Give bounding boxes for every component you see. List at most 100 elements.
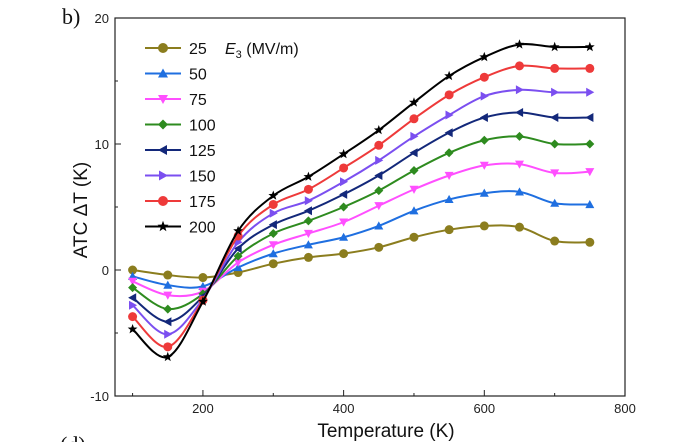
data-point (128, 283, 138, 293)
legend-item-150: 150 (145, 169, 216, 186)
legend-marker (158, 43, 168, 53)
legend-item-175: 175 (145, 194, 216, 211)
data-point (479, 72, 489, 82)
next-panel-label: (d) (60, 432, 86, 442)
data-point (374, 202, 384, 211)
data-point (374, 186, 384, 196)
data-point (338, 148, 349, 159)
x-tick-label: 200 (192, 401, 214, 416)
data-point (409, 114, 419, 124)
data-point (444, 194, 454, 203)
y-tick-label: 0 (102, 263, 109, 278)
data-point (303, 216, 313, 226)
data-point (585, 237, 595, 247)
data-point (268, 199, 278, 209)
data-point (409, 97, 419, 107)
data-point (163, 280, 173, 289)
data-point (444, 90, 454, 100)
data-point (409, 166, 419, 175)
legend-item-50: 50 (145, 67, 207, 84)
data-point (339, 163, 349, 173)
legend-label: 25 (189, 41, 207, 58)
data-point (480, 91, 489, 101)
data-point (233, 258, 243, 267)
data-point (233, 244, 242, 254)
data-point (409, 185, 419, 194)
data-point (479, 51, 490, 62)
data-point (374, 140, 384, 150)
legend-title: E3 (MV/m) (225, 41, 299, 61)
x-tick-label: 400 (333, 401, 355, 416)
data-point (585, 113, 594, 122)
legend-item-100: 100 (145, 118, 216, 135)
data-point (268, 190, 279, 200)
data-point (479, 221, 489, 231)
series-175 (128, 61, 595, 352)
series-100 (128, 131, 595, 314)
legend: 25 50 75 100 125 150 175 200 E3 (MV/m) (145, 41, 299, 237)
legend-label: 200 (189, 220, 216, 237)
legend-marker (158, 119, 168, 130)
data-point (550, 139, 560, 149)
series-75 (128, 160, 595, 300)
data-point (514, 39, 525, 49)
data-point (550, 113, 559, 122)
data-point (303, 184, 313, 194)
legend-item-25: 25 (145, 41, 207, 58)
legend-marker (159, 170, 168, 181)
data-point (479, 161, 489, 170)
data-point (339, 189, 348, 199)
data-point (304, 196, 313, 206)
data-point (163, 270, 173, 280)
data-point (128, 265, 138, 275)
series-50 (128, 187, 595, 290)
data-point (550, 198, 560, 207)
data-point (409, 148, 418, 158)
data-point (303, 171, 314, 181)
y-axis-label: ATC ΔT (K) (71, 162, 92, 258)
data-point (374, 171, 383, 180)
data-point (585, 63, 595, 73)
data-point (550, 236, 560, 246)
y-tick-label: -10 (90, 389, 109, 404)
data-point (444, 171, 454, 180)
data-point (515, 160, 524, 169)
legend-marker (158, 145, 167, 155)
y-tick-label: 10 (95, 137, 109, 152)
legend-label: 175 (189, 194, 216, 211)
data-point (549, 41, 560, 52)
data-point (233, 251, 243, 261)
series-200 (127, 39, 595, 362)
x-tick-label: 800 (614, 401, 636, 416)
data-point (584, 41, 595, 52)
data-point (163, 291, 173, 300)
data-point (128, 312, 138, 322)
data-point (515, 85, 524, 95)
data-point (303, 229, 313, 238)
panel-label: b) (62, 4, 80, 29)
data-point (198, 273, 208, 283)
data-point (514, 61, 524, 71)
legend-item-75: 75 (145, 92, 207, 109)
data-point (375, 155, 384, 165)
data-point (444, 225, 454, 235)
data-point (340, 177, 349, 187)
data-point (339, 249, 349, 259)
data-point (303, 206, 312, 216)
legend-label: 75 (189, 92, 207, 109)
data-point (163, 342, 173, 352)
data-point (409, 206, 419, 215)
data-point (586, 87, 595, 97)
data-point (268, 249, 278, 258)
data-point (303, 240, 313, 249)
data-point (268, 259, 278, 269)
data-point (268, 241, 278, 250)
data-point (268, 220, 277, 230)
data-point (163, 304, 173, 314)
data-point (374, 221, 384, 230)
legend-label: 150 (189, 169, 216, 186)
data-point (163, 317, 172, 327)
legend-label: 100 (189, 118, 216, 135)
legend-marker (157, 220, 169, 232)
